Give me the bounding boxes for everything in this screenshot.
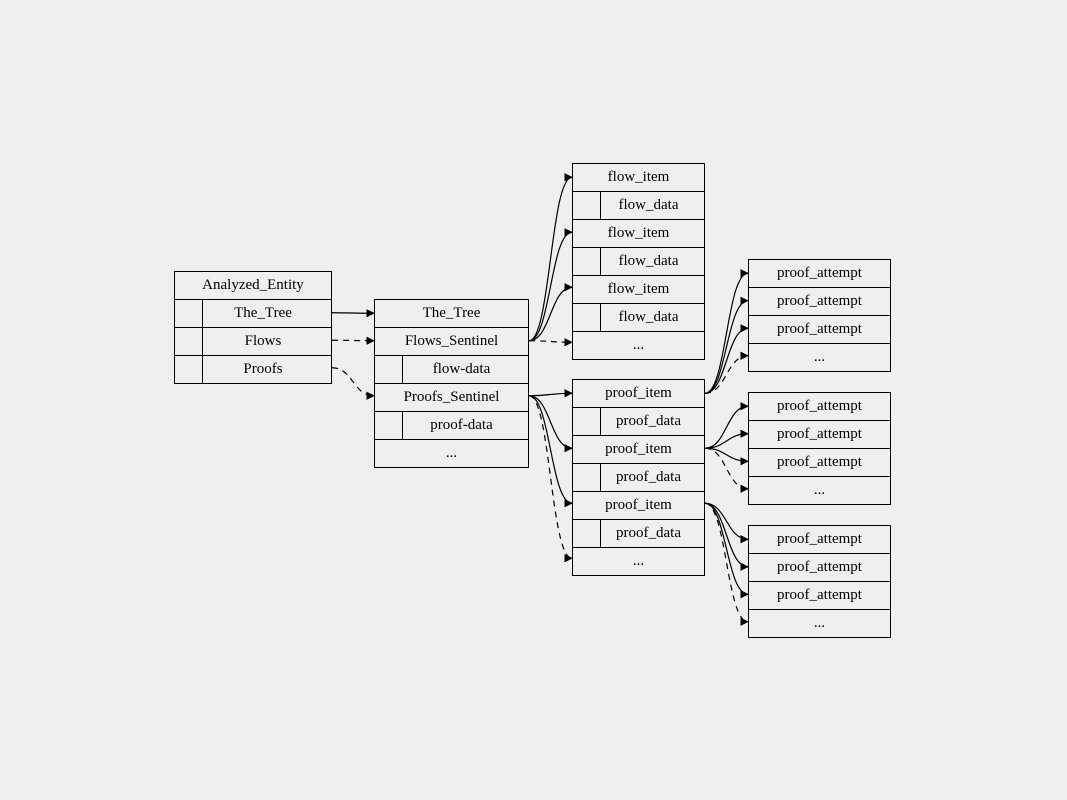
cell-proof_attempts_1-0: proof_attempt xyxy=(749,260,890,288)
cell-proof_attempts_3-3: ... xyxy=(749,610,890,637)
cell-proof_items-6: ... xyxy=(573,548,704,575)
cell-proof_items-0: proof_item xyxy=(573,380,704,408)
edge-8 xyxy=(529,396,572,449)
edge-20 xyxy=(705,503,748,567)
edge-0 xyxy=(332,313,374,314)
cell-proof_attempts_1-2: proof_attempt xyxy=(749,316,890,344)
cell-label: flow_data xyxy=(601,195,696,216)
cell-flow_items-0: flow_item xyxy=(573,164,704,192)
edge-3 xyxy=(529,177,572,341)
indent-pad xyxy=(573,304,601,331)
edge-11 xyxy=(705,273,748,393)
cell-analyzed_entity-1: The_Tree xyxy=(175,300,331,328)
edge-18 xyxy=(705,448,748,489)
node-analyzed_entity: Analyzed_Entity The_Tree Flows Proofs xyxy=(174,271,332,384)
indent-pad xyxy=(175,356,203,383)
edge-1 xyxy=(332,340,374,341)
cell-flow_items-1: flow_data xyxy=(573,192,704,220)
cell-proof_attempts_3-2: proof_attempt xyxy=(749,582,890,610)
cell-the_tree-4: proof-data xyxy=(375,412,528,440)
indent-pad xyxy=(573,464,601,491)
edge-12 xyxy=(705,301,748,394)
node-proof_attempts_1: proof_attemptproof_attemptproof_attempt.… xyxy=(748,259,891,372)
cell-proof_attempts_2-3: ... xyxy=(749,477,890,504)
cell-the_tree-2: flow-data xyxy=(375,356,528,384)
cell-the_tree-3: Proofs_Sentinel xyxy=(375,384,528,412)
edge-19 xyxy=(705,503,748,539)
indent-pad xyxy=(175,328,203,355)
cell-proof_items-4: proof_item xyxy=(573,492,704,520)
indent-pad xyxy=(573,408,601,435)
cell-label: flow-data xyxy=(403,359,520,380)
indent-pad xyxy=(375,356,403,383)
edge-4 xyxy=(529,232,572,341)
cell-the_tree-0: The_Tree xyxy=(375,300,528,328)
node-proof_items: proof_item proof_data proof_item proof_data… xyxy=(572,379,705,576)
cell-analyzed_entity-2: Flows xyxy=(175,328,331,356)
cell-the_tree-5: ... xyxy=(375,440,528,467)
edge-2 xyxy=(332,368,374,396)
node-proof_attempts_3: proof_attemptproof_attemptproof_attempt.… xyxy=(748,525,891,638)
cell-label: Proofs xyxy=(203,359,323,380)
edge-7 xyxy=(529,393,572,396)
indent-pad xyxy=(573,192,601,219)
cell-flow_items-2: flow_item xyxy=(573,220,704,248)
edge-17 xyxy=(705,448,748,461)
cell-label: The_Tree xyxy=(203,303,323,324)
node-the_tree: The_TreeFlows_Sentinel flow-data Proofs_Se… xyxy=(374,299,529,468)
cell-flow_items-3: flow_data xyxy=(573,248,704,276)
edge-5 xyxy=(529,287,572,341)
cell-label: proof_data xyxy=(601,467,696,488)
edge-6 xyxy=(529,341,572,343)
cell-proof_attempts_2-2: proof_attempt xyxy=(749,449,890,477)
edge-22 xyxy=(705,503,748,622)
cell-proof_attempts_3-1: proof_attempt xyxy=(749,554,890,582)
cell-label: Flows xyxy=(203,331,323,352)
cell-analyzed_entity-0: Analyzed_Entity xyxy=(175,272,331,300)
cell-the_tree-1: Flows_Sentinel xyxy=(375,328,528,356)
cell-proof_items-2: proof_item xyxy=(573,436,704,464)
cell-analyzed_entity-3: Proofs xyxy=(175,356,331,383)
edge-9 xyxy=(529,396,572,504)
edge-13 xyxy=(705,328,748,393)
edge-16 xyxy=(705,434,748,449)
indent-pad xyxy=(573,520,601,547)
cell-proof_items-1: proof_data xyxy=(573,408,704,436)
edge-10 xyxy=(529,396,572,559)
cell-flow_items-4: flow_item xyxy=(573,276,704,304)
indent-pad xyxy=(375,412,403,439)
cell-proof_attempts_2-0: proof_attempt xyxy=(749,393,890,421)
edge-21 xyxy=(705,503,748,594)
indent-pad xyxy=(573,248,601,275)
edge-14 xyxy=(705,356,748,394)
cell-label: proof_data xyxy=(601,411,696,432)
cell-label: flow_data xyxy=(601,307,696,328)
cell-label: flow_data xyxy=(601,251,696,272)
edge-15 xyxy=(705,406,748,448)
indent-pad xyxy=(175,300,203,327)
node-flow_items: flow_itemflow_dataflow_itemflow_dataflow… xyxy=(572,163,705,360)
diagram-edges xyxy=(0,0,1067,800)
cell-proof_items-5: proof_data xyxy=(573,520,704,548)
cell-proof_attempts_2-1: proof_attempt xyxy=(749,421,890,449)
cell-proof_attempts_3-0: proof_attempt xyxy=(749,526,890,554)
cell-proof_items-3: proof_data xyxy=(573,464,704,492)
node-proof_attempts_2: proof_attemptproof_attemptproof_attempt.… xyxy=(748,392,891,505)
cell-flow_items-6: ... xyxy=(573,332,704,359)
cell-label: proof_data xyxy=(601,523,696,544)
cell-flow_items-5: flow_data xyxy=(573,304,704,332)
cell-proof_attempts_1-3: ... xyxy=(749,344,890,371)
cell-proof_attempts_1-1: proof_attempt xyxy=(749,288,890,316)
cell-label: proof-data xyxy=(403,415,520,436)
